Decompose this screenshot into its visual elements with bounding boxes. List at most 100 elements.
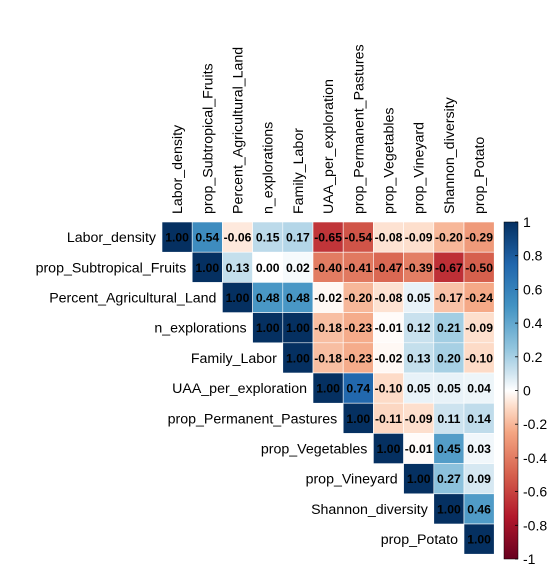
row-label: prop_Subtropical_Fruits: [36, 260, 187, 276]
cell-value-label: 0.00: [256, 261, 280, 275]
row-label: prop_Vineyard: [306, 472, 398, 488]
colorbar-tick-label: -0.8: [523, 517, 547, 533]
heatmap-cell: [433, 312, 465, 344]
row-label: Labor_density: [67, 230, 157, 246]
heatmap-cell: [191, 251, 223, 283]
cell-value-label: -0.01: [405, 442, 433, 456]
cell-value-label: -0.54: [344, 231, 372, 245]
cell-value-label: -0.10: [375, 382, 403, 396]
cell-value-label: 1.00: [286, 351, 310, 365]
column-label: Percent_Agricultural_Land: [231, 47, 247, 214]
heatmap-cell: [373, 251, 404, 283]
cell-value-label: -0.10: [465, 351, 493, 365]
heatmap-cell: [433, 282, 465, 313]
cell-value-label: 1.00: [316, 382, 340, 396]
cell-value-label: 1.00: [195, 261, 219, 275]
cell-value-label: -0.17: [435, 291, 463, 305]
heatmap-cell: [463, 433, 495, 464]
heatmap-cell: [373, 342, 404, 374]
cell-value-label: -0.18: [314, 321, 342, 335]
heatmap-cells: 1.00 0.54 -0.06 0.15 0.17 -0.65 -0.54 -0.08 -0.0…: [161, 221, 495, 555]
cell-value-label: -0.08: [375, 291, 403, 305]
cell-value-label: -0.11: [375, 412, 402, 426]
column-label: Family_Labor: [291, 128, 307, 214]
row-label: prop_Potato: [381, 532, 458, 548]
colorbar: 1 0.8 0.6 0.4 0.2 0 -0.2 -0.4 -0.6 -0.8 -1: [503, 214, 547, 567]
heatmap-cell: [373, 282, 404, 313]
cell-value-label: -0.18: [314, 351, 342, 365]
cell-value-label: -0.40: [314, 261, 342, 275]
cell-value-label: 0.05: [407, 382, 431, 396]
heatmap-cell: [342, 221, 374, 253]
heatmap-cell: [222, 251, 253, 283]
column-label: prop_Permanent_Pastures: [351, 44, 367, 214]
cell-value-label: 0.27: [437, 472, 461, 486]
heatmap-cell: [373, 221, 404, 253]
cell-value-label: -0.39: [405, 261, 433, 275]
cell-value-label: -0.01: [375, 321, 403, 335]
row-label: UAA_per_exploration: [172, 381, 307, 397]
heatmap-cell: [463, 251, 495, 283]
heatmap-cell: [463, 523, 495, 555]
cell-value-label: 1.00: [377, 442, 401, 456]
row-label: n_explorations: [154, 321, 246, 337]
heatmap-cell: [342, 402, 374, 434]
heatmap-cell: [373, 372, 404, 404]
heatmap-cell: [463, 402, 495, 434]
cell-value-label: -0.65: [314, 231, 342, 245]
column-labels: Labor_density prop_Subtropical_Fruits Perc…: [170, 44, 488, 214]
cell-value-label: 0.74: [346, 382, 370, 396]
heatmap-cell: [373, 433, 404, 464]
heatmap-cell: [252, 312, 284, 344]
cell-value-label: 1.00: [346, 412, 370, 426]
cell-value-label: 0.17: [286, 231, 310, 245]
cell-value-label: -0.02: [375, 351, 403, 365]
heatmap-cell: [463, 463, 495, 495]
cell-value-label: 0.45: [437, 442, 461, 456]
cell-value-label: -0.02: [314, 291, 342, 305]
heatmap-cell: [433, 493, 465, 525]
heatmap-cell: [161, 221, 193, 253]
colorbar-tick-label: 0.8: [523, 248, 543, 264]
cell-value-label: 0.21: [437, 321, 461, 335]
row-label: prop_Vegetables: [261, 442, 368, 458]
cell-value-label: 0.03: [467, 442, 491, 456]
cell-value-label: -0.67: [435, 261, 463, 275]
heatmap-cell: [282, 342, 314, 374]
heatmap-cell: [252, 251, 284, 283]
heatmap-cell: [373, 312, 404, 344]
colorbar-tick-label: -1: [523, 551, 536, 567]
cell-value-label: -0.09: [405, 231, 433, 245]
cell-value-label: 0.09: [467, 472, 491, 486]
heatmap-cell: [312, 282, 344, 313]
column-label: Labor_density: [170, 124, 186, 214]
heatmap-cell: [403, 251, 435, 283]
cell-value-label: 0.13: [407, 351, 431, 365]
cell-value-label: 0.13: [226, 261, 250, 275]
heatmap-cell: [342, 312, 374, 344]
cell-value-label: 0.48: [286, 291, 310, 305]
cell-value-label: 1.00: [165, 231, 189, 245]
cell-value-label: 0.20: [437, 351, 461, 365]
cell-value-label: 0.14: [467, 412, 491, 426]
colorbar-tick-label: 0.6: [523, 281, 543, 297]
cell-value-label: -0.24: [465, 291, 493, 305]
colorbar-tick-label: 0: [523, 383, 531, 399]
heatmap-cell: [433, 433, 465, 464]
heatmap-cell: [312, 342, 344, 374]
cell-value-label: -0.29: [465, 231, 493, 245]
colorbar-tick-label: -0.6: [523, 484, 547, 500]
cell-value-label: -0.50: [465, 261, 493, 275]
cell-value-label: 0.05: [407, 291, 431, 305]
cell-value-label: -0.06: [224, 231, 252, 245]
row-label: prop_Permanent_Pastures: [168, 411, 338, 427]
heatmap-cell: [252, 282, 284, 313]
colorbar-tick-label: 1: [523, 214, 531, 230]
cell-value-label: 1.00: [226, 291, 250, 305]
row-labels: Labor_density prop_Subtropical_Fruits Perc…: [36, 230, 459, 548]
heatmap-cell: [222, 282, 253, 313]
column-label: prop_Vineyard: [412, 122, 428, 214]
cell-value-label: 1.00: [467, 533, 491, 547]
heatmap-cell: [403, 372, 435, 404]
